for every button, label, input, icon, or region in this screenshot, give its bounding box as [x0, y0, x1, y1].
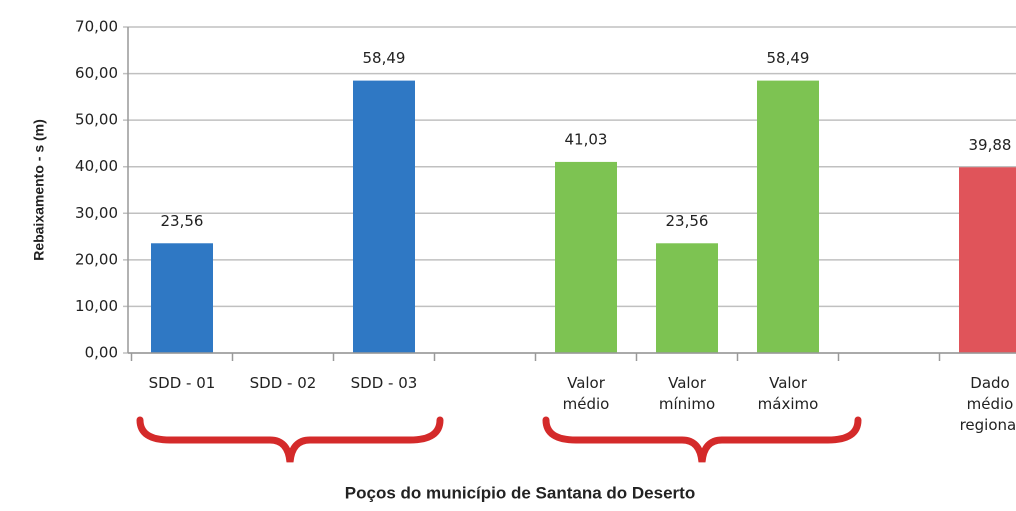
y-tick-label: 60,00 [75, 64, 118, 82]
x-tick-label: SDD - 03 [351, 374, 418, 392]
data-label: 23,56 [666, 212, 709, 230]
x-tick-label: SDD - 02 [250, 374, 317, 392]
x-tick-label-line: SDD - 02 [250, 374, 317, 392]
data-label: 58,49 [767, 49, 810, 67]
y-axis-label: Rebaixamento - s (m) [31, 119, 47, 261]
x-tick-label-line: Valor [668, 374, 707, 392]
x-tick-label-line: Valor [769, 374, 808, 392]
bar [656, 243, 718, 353]
x-tick-label-line: regional [960, 416, 1016, 434]
x-tick-label: Valor máximo [758, 374, 819, 413]
y-tick-label: 70,00 [75, 18, 118, 36]
x-tick-label-line: mínimo [659, 395, 715, 413]
bracket [136, 416, 444, 463]
data-label: 23,56 [161, 212, 204, 230]
bar [353, 80, 415, 354]
bar [151, 243, 213, 353]
bar [959, 167, 1016, 353]
y-tick-label: 40,00 [75, 157, 118, 175]
bar [757, 80, 819, 354]
x-tick-label-line: médio [563, 395, 610, 413]
y-tick-label: 10,00 [75, 297, 118, 315]
x-tick-label-line: médio [967, 395, 1014, 413]
bar [555, 161, 617, 353]
y-tick-label: 30,00 [75, 204, 118, 222]
x-tick-label-line: Valor [567, 374, 606, 392]
x-tick-label-line: Dado [970, 374, 1009, 392]
x-tick-label: SDD - 01 [149, 374, 216, 392]
annotation: Poços do município de Santana do Deserto [345, 483, 695, 502]
x-tick-label: Dado médio regional [960, 374, 1016, 434]
x-tick-label: Valor mínimo [659, 374, 715, 413]
y-tick-label: 0,00 [85, 344, 118, 362]
data-label: 58,49 [363, 49, 406, 67]
x-tick-label-line: máximo [758, 395, 819, 413]
x-tick-label-line: SDD - 03 [351, 374, 418, 392]
y-tick-label: 50,00 [75, 111, 118, 129]
y-tick-label: 20,00 [75, 250, 118, 268]
bracket [542, 416, 862, 463]
x-tick-label: Valor médio [563, 374, 610, 413]
x-tick-label-line: SDD - 01 [149, 374, 216, 392]
data-label: 39,88 [969, 136, 1012, 154]
data-label: 41,03 [565, 130, 608, 148]
